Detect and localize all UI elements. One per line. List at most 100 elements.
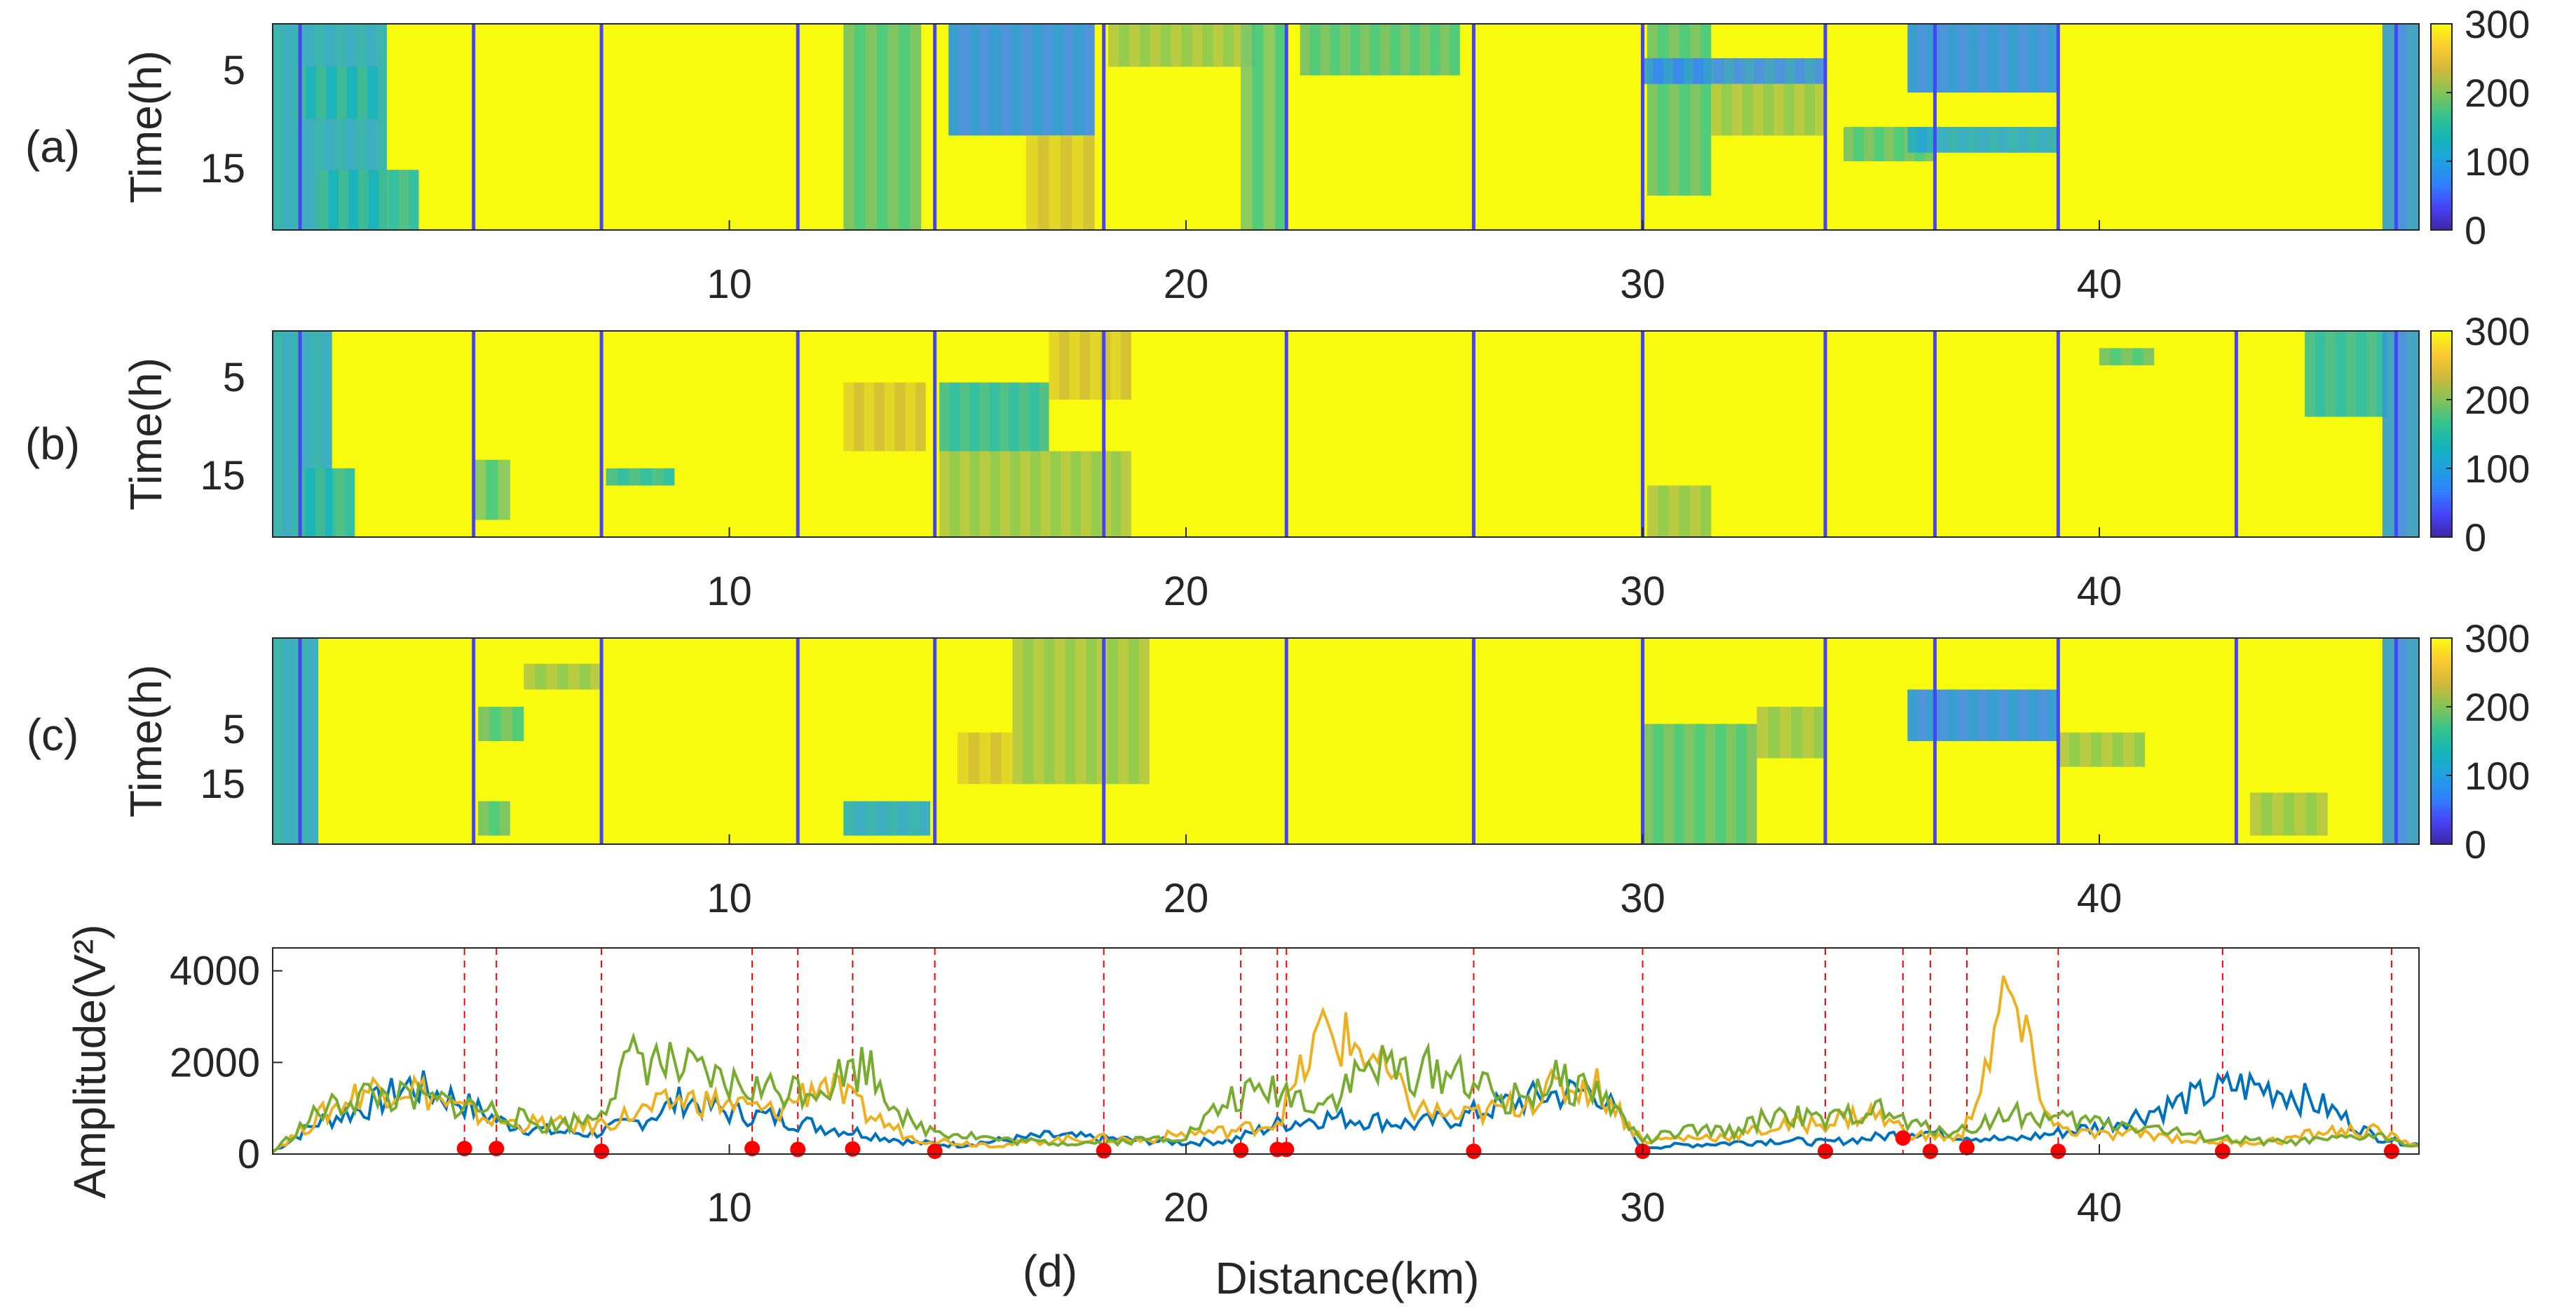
heatmap-stripe — [1757, 707, 1769, 759]
heatmap-stripe — [1752, 83, 1764, 136]
x-tick-label: 10 — [707, 569, 752, 614]
heatmap-stripe — [629, 468, 641, 486]
heatmap-stripe — [1779, 707, 1792, 759]
heatmap-region — [524, 663, 602, 690]
heatmap-stripe — [379, 170, 389, 230]
heatmap-stripe — [357, 67, 368, 118]
heatmap-region — [1647, 24, 1712, 196]
colorbar-tick-label: 0 — [2465, 515, 2486, 559]
panel-label-d: (d) — [1023, 1246, 1077, 1296]
heatmap-region — [939, 382, 1049, 452]
y-tick-label: 2000 — [170, 1040, 260, 1085]
heatmap-region — [295, 468, 355, 537]
heatmap-stripe — [1020, 451, 1030, 537]
heatmap-stripe — [1263, 24, 1276, 230]
heatmap-stripe — [1012, 638, 1023, 785]
heatmap-stripe — [1033, 638, 1044, 785]
heatmap-stripe — [1121, 451, 1131, 537]
x-tick-label: 20 — [1164, 1185, 1209, 1230]
heatmap-stripe — [358, 170, 369, 230]
heatmap-stripe — [1725, 724, 1736, 844]
heatmap-stripe — [1705, 724, 1716, 844]
event-marker — [489, 1141, 505, 1157]
heatmap-region — [1647, 485, 1712, 537]
heatmap-stripe — [1419, 24, 1431, 76]
xticks-c: 10 20 30 40 — [707, 834, 2122, 921]
heatmap-stripe — [1213, 24, 1224, 67]
heatmap-stripe — [499, 801, 510, 836]
heatmap-stripe — [1794, 83, 1805, 136]
heatmap-stripe — [1684, 724, 1695, 844]
panel-b: (b) Time(h) 5 15 10 20 30 40 0 100 200 300 — [25, 309, 2530, 614]
heatmap-stripe — [1785, 58, 1795, 84]
heatmap-stripe — [2406, 24, 2419, 230]
heatmap-background — [273, 331, 2419, 537]
y-tick-label: 0 — [238, 1132, 260, 1177]
panel-c: (c) Time(h) 5 15 10 20 30 40 0 100 200 300 — [27, 616, 2530, 921]
heatmap-stripe — [1907, 689, 1918, 741]
heatmap-stripe — [1049, 135, 1061, 230]
heatmap-stripe — [865, 801, 876, 836]
heatmap-stripe — [843, 382, 854, 452]
xticks-a: 10 20 30 40 — [707, 220, 2122, 307]
heatmap-stripe — [2099, 348, 2111, 365]
heatmap-stripe — [2249, 792, 2261, 836]
heatmap-stripe — [979, 451, 990, 537]
heatmap-stripe — [478, 801, 489, 836]
heatmap-region — [473, 459, 510, 520]
heatmap-region — [2382, 331, 2419, 537]
heatmap-stripe — [2382, 638, 2395, 844]
heatmap-region — [2305, 331, 2387, 417]
panel-label-c: (c) — [27, 710, 79, 760]
heatmap-stripe — [939, 451, 950, 537]
panel-label-a: (a) — [25, 121, 80, 172]
heatmap-region — [1241, 24, 1287, 230]
heatmap-stripe — [1129, 24, 1140, 67]
event-marker — [1096, 1143, 1112, 1159]
heatmap-stripe — [1320, 24, 1330, 76]
heatmap-stripe — [948, 24, 960, 136]
colorbar-tick-label: 300 — [2465, 616, 2530, 660]
heatmap-stripe — [606, 468, 618, 486]
heatmap-stripe — [1171, 24, 1182, 67]
heatmap-stripe — [1864, 127, 1874, 161]
heatmap-region — [273, 638, 319, 844]
heatmap-region — [1025, 135, 1095, 230]
heatmap-stripe — [315, 468, 325, 537]
x-tick-label: 30 — [1620, 876, 1665, 921]
heatmap-stripe — [2406, 638, 2419, 844]
heatmap-region — [1757, 707, 1826, 759]
heatmap-stripe — [1090, 331, 1100, 400]
heatmap-stripe — [1025, 135, 1038, 230]
heatmap-region — [478, 801, 510, 836]
heatmap-stripe — [979, 382, 990, 452]
event-marker — [2214, 1144, 2230, 1160]
event-marker — [456, 1141, 472, 1157]
heatmap-region — [958, 732, 1013, 785]
heatmap-stripe — [999, 382, 1009, 452]
heatmap-region — [2382, 24, 2419, 230]
heatmap-stripe — [1968, 24, 1978, 93]
ytick-a-5: 5 — [223, 48, 245, 93]
heatmap-stripe — [2294, 792, 2306, 836]
heatmap-stripe — [939, 382, 950, 452]
event-marker — [927, 1144, 943, 1160]
colorbar-gradient — [2430, 23, 2453, 231]
event-marker — [790, 1141, 806, 1158]
heatmap-stripe — [1815, 83, 1826, 136]
heatmap-stripe — [1642, 58, 1653, 84]
ytick-b-15: 15 — [200, 453, 245, 498]
heatmap-stripe — [1987, 24, 1998, 93]
heatmap-stripe — [864, 382, 875, 452]
heatmap-stripe — [1192, 24, 1203, 67]
heatmap-stripe — [1802, 707, 1814, 759]
heatmap-stripe — [2272, 792, 2284, 836]
heatmap-region — [1907, 127, 2059, 153]
heatmap-stripe — [1844, 127, 1854, 161]
heatmap-stripe — [887, 801, 898, 836]
heatmap-stripe — [338, 170, 349, 230]
heatmap-stripe — [1108, 24, 1119, 67]
x-tick-label: 10 — [707, 262, 752, 307]
heatmap-stripe — [2047, 127, 2059, 153]
